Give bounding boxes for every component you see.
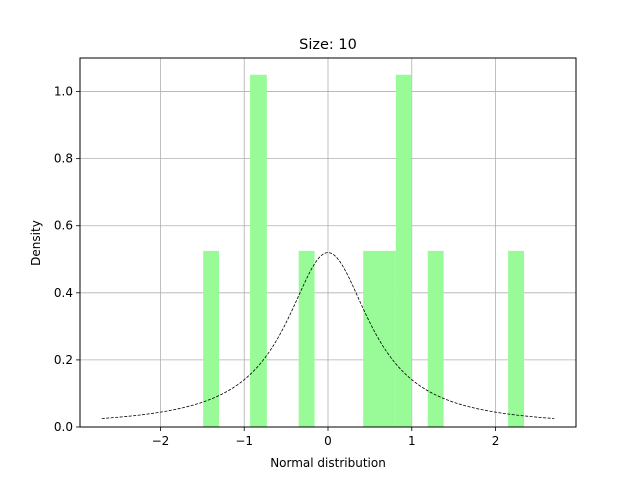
histogram-bar xyxy=(203,250,220,427)
x-tick-label: −2 xyxy=(152,434,170,448)
y-tick-label: 0.6 xyxy=(54,219,73,233)
histogram-bar xyxy=(363,250,396,427)
histogram-bar xyxy=(298,250,315,427)
y-tick-label: 0.8 xyxy=(54,152,73,166)
y-tick-label: 1.0 xyxy=(54,85,73,99)
y-tick-label: 0.2 xyxy=(54,353,73,367)
x-tick-label: 1 xyxy=(408,434,416,448)
x-tick-label: 0 xyxy=(324,434,332,448)
bars xyxy=(203,74,525,427)
y-tick-label: 0.0 xyxy=(54,420,73,434)
x-tick-label: −1 xyxy=(235,434,253,448)
histogram-bar xyxy=(250,74,267,427)
normal-density-curve xyxy=(101,252,555,419)
x-axis-label: Normal distribution xyxy=(270,456,386,470)
chart-title: Size: 10 xyxy=(299,37,357,53)
histogram-bar xyxy=(395,74,412,427)
x-tick-label: 2 xyxy=(492,434,500,448)
y-axis-label: Density xyxy=(29,220,43,266)
histogram-bar xyxy=(427,250,444,427)
ticks: −2 −1 0 1 2 0.0 0.2 0.4 0.6 0.8 1.0 xyxy=(54,85,499,448)
y-tick-label: 0.4 xyxy=(54,286,73,300)
histogram-bar xyxy=(508,250,525,427)
